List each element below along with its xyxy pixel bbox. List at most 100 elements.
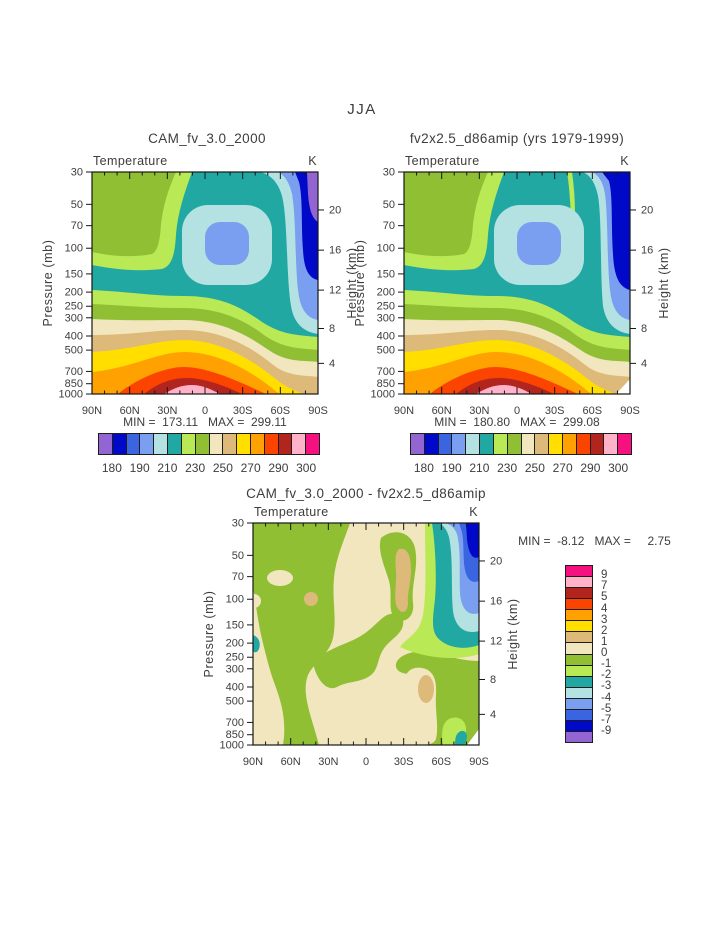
colorbar-cell [521, 434, 536, 454]
lat-tick-label: 60S [583, 405, 603, 417]
diff-beige-corner-bl [253, 731, 264, 745]
band-darkblue-right [602, 172, 630, 290]
colorbar-cell [292, 434, 307, 454]
colorbar-cell [480, 434, 494, 454]
colorbar-tick-label: 300 [296, 461, 317, 475]
pressure-tick-label: 400 [377, 330, 395, 342]
missing-data-corner [616, 379, 630, 394]
colorbar-tick-label: -7 [601, 713, 612, 726]
colorbar-cell [566, 720, 592, 732]
colorbar-tick-label: 180 [101, 461, 122, 475]
lat-tick-label: 90N [82, 405, 102, 417]
pressure-tick-label: 30 [71, 167, 83, 179]
height-tick-label: 12 [490, 636, 502, 648]
pressure-tick-label: 300 [377, 312, 395, 324]
lat-tick-label: 30S [233, 405, 253, 417]
colorbar-cell [424, 434, 439, 454]
colorbar-cell [566, 654, 592, 666]
colorbar-cell [566, 665, 592, 677]
pressure-tick-label: 50 [232, 550, 244, 562]
colorbar-cell [562, 434, 577, 454]
lat-tick-label: 90S [620, 405, 640, 417]
colorbar-cell [566, 676, 592, 688]
pressure-tick-label: 850 [377, 378, 395, 390]
pressure-axis-label: Pressure (mb) [353, 240, 367, 327]
colorbar-tick-label: -4 [601, 691, 612, 704]
pressure-tick-label: 700 [65, 366, 83, 378]
colorbar-panel1-labels: 180 190 210 230 250 270 290 300 [98, 461, 320, 477]
lat-tick-label: 0 [363, 756, 369, 768]
units-label: K [308, 154, 317, 168]
diff-beige-hole-2 [253, 594, 261, 608]
colorbar-tick-label: -5 [601, 702, 612, 715]
colorbar-cell [278, 434, 293, 454]
pressure-tick-label: 150 [226, 619, 244, 631]
units-label: K [469, 505, 478, 519]
band-pink [476, 385, 532, 394]
cold-oval-inner [205, 222, 249, 265]
colorbar-cell [306, 434, 319, 454]
colorbar-cell [168, 434, 182, 454]
height-tick-label: 4 [641, 358, 647, 370]
diff-darkblue-corner [461, 523, 479, 558]
lat-tick-label: 60S [271, 405, 291, 417]
colorbar-tick-label: 290 [580, 461, 601, 475]
colorbar-cell [566, 632, 592, 644]
height-tick-label: 16 [329, 245, 341, 257]
diff-olive-diagonal [313, 613, 404, 689]
cold-oval-inner [517, 222, 561, 265]
colorbar-tick-label: 300 [608, 461, 629, 475]
pressure-tick-label: 200 [377, 287, 395, 299]
panel1-title: CAM_fv_3.0_2000 [148, 131, 266, 146]
pressure-tick-label: 50 [383, 199, 395, 211]
pressure-tick-label: 850 [226, 729, 244, 741]
colorbar-cell [590, 434, 605, 454]
colorbar-cell [438, 434, 453, 454]
colorbar-cell [250, 434, 265, 454]
colorbar-panel1 [98, 433, 320, 455]
pressure-tick-label: 700 [377, 366, 395, 378]
colorbar-cell [566, 566, 592, 578]
colorbar-cell [507, 434, 522, 454]
colorbar-tick-label: 9 [601, 569, 608, 582]
colorbar-tick-label: 180 [413, 461, 434, 475]
pressure-tick-label: 100 [65, 243, 83, 255]
colorbar-tick-label: -9 [601, 724, 612, 737]
colorbar-cell [126, 434, 141, 454]
pressure-tick-label: 150 [377, 268, 395, 280]
panel3-title: CAM_fv_3.0_2000 - fv2x2.5_d86amip [246, 486, 486, 501]
colorbar-cell [618, 434, 631, 454]
colorbar-tick-label: 2 [601, 624, 608, 637]
lat-tick-label: 30S [394, 756, 414, 768]
colorbar-cell [566, 588, 592, 600]
height-axis-label: Height (km) [506, 598, 520, 669]
colorbar-cell [535, 434, 550, 454]
colorbar-tick-label: 0 [601, 647, 608, 659]
lat-tick-label: 90S [308, 405, 328, 417]
lat-tick-label: 90N [394, 405, 414, 417]
colorbar-cell [140, 434, 155, 454]
pressure-tick-label: 250 [226, 652, 244, 664]
diff-tan-spot [304, 592, 318, 606]
diff-tan-blob-lower [418, 675, 434, 703]
colorbar-cell [223, 434, 238, 454]
colorbar-cell [566, 643, 592, 655]
height-tick-label: 16 [490, 596, 502, 608]
colorbar-difference [565, 565, 593, 743]
colorbar-cell [154, 434, 169, 454]
pressure-tick-label: 1000 [220, 740, 244, 752]
lat-tick-label: 30N [157, 405, 177, 417]
colorbar-cell [566, 687, 592, 699]
colorbar-cell [452, 434, 467, 454]
height-tick-label: 8 [329, 323, 335, 335]
colorbar-cell [264, 434, 279, 454]
colorbar-tick-label: 5 [601, 591, 608, 604]
diff-beige-hole-1 [267, 570, 293, 586]
missing-data-corner [467, 729, 479, 745]
